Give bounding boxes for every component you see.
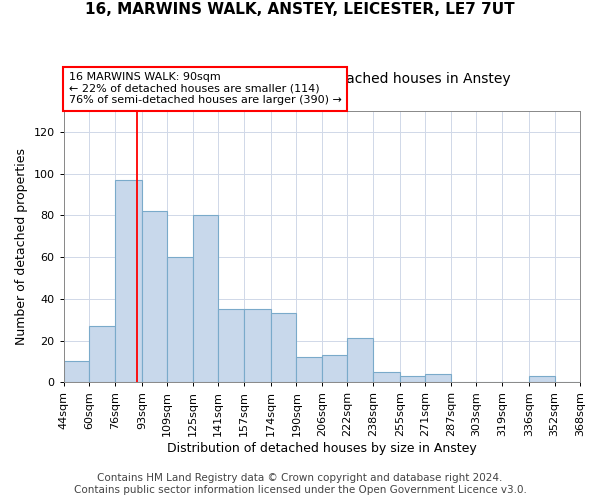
Bar	[373, 372, 400, 382]
Bar	[400, 376, 425, 382]
Bar	[529, 376, 554, 382]
Bar	[193, 216, 218, 382]
Bar	[89, 326, 115, 382]
Text: Contains HM Land Registry data © Crown copyright and database right 2024.
Contai: Contains HM Land Registry data © Crown c…	[74, 474, 526, 495]
Bar	[167, 257, 193, 382]
Bar	[322, 355, 347, 382]
Bar	[296, 357, 322, 382]
Bar	[347, 338, 373, 382]
Y-axis label: Number of detached properties: Number of detached properties	[15, 148, 28, 345]
Bar	[244, 309, 271, 382]
Bar	[64, 362, 89, 382]
Bar	[425, 374, 451, 382]
Text: 16 MARWINS WALK: 90sqm
← 22% of detached houses are smaller (114)
76% of semi-de: 16 MARWINS WALK: 90sqm ← 22% of detached…	[69, 72, 342, 106]
Title: Size of property relative to detached houses in Anstey: Size of property relative to detached ho…	[133, 72, 511, 86]
Text: 16, MARWINS WALK, ANSTEY, LEICESTER, LE7 7UT: 16, MARWINS WALK, ANSTEY, LEICESTER, LE7…	[85, 2, 515, 18]
Bar	[142, 211, 167, 382]
Bar	[218, 309, 244, 382]
X-axis label: Distribution of detached houses by size in Anstey: Distribution of detached houses by size …	[167, 442, 477, 455]
Bar	[271, 314, 296, 382]
Bar	[115, 180, 142, 382]
